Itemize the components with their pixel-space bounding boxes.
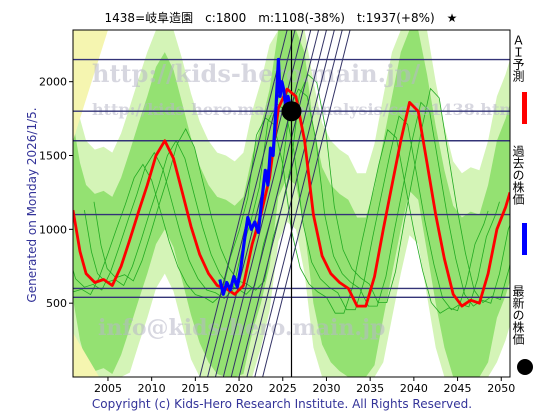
trend-line-0 xyxy=(199,30,288,377)
trend-line-3 xyxy=(222,30,312,377)
y-tick-label: 1000 xyxy=(39,223,67,236)
model-line-0 xyxy=(73,117,489,314)
latest-price-marker xyxy=(281,101,302,122)
trend-line-8 xyxy=(262,30,351,377)
legend-latest-dot xyxy=(517,359,533,375)
x-tick-label: 2045 xyxy=(444,382,472,395)
legend-past-label: 過去の株価 xyxy=(511,145,525,205)
y-tick-label: 500 xyxy=(46,297,67,310)
plot-area: http://kids-hero.main.jp/ http://kids-he… xyxy=(73,30,516,377)
model-line-1 xyxy=(73,102,500,311)
x-tick-label: 2010 xyxy=(138,382,166,395)
x-tick-label: 2050 xyxy=(487,382,515,395)
x-tick-label: 2005 xyxy=(94,382,122,395)
trend-line-6 xyxy=(246,30,335,377)
legend: ＡＩ予測 過去の株価 最新の株価 xyxy=(511,34,533,375)
x-axis: 2005 2010 2015 2020 2025 2030 2035 2040 2045 2050 xyxy=(94,377,515,395)
x-tick-label: 2030 xyxy=(312,382,340,395)
x-tick-label: 2035 xyxy=(356,382,384,395)
plot-frame xyxy=(72,29,511,378)
band-wedge-left xyxy=(73,30,108,141)
series-layer xyxy=(73,57,510,308)
trend-line-7 xyxy=(254,30,343,377)
band-wedge-bottom xyxy=(73,332,100,377)
generated-date: Generated on Monday 2026/1/5. xyxy=(25,107,39,302)
legend-ai-swatch xyxy=(522,92,527,124)
legend-ai-label: ＡＩ予測 xyxy=(511,34,525,83)
copyright: Copyright (c) Kids-Hero Research Institu… xyxy=(92,397,472,411)
y-tick-label: 1500 xyxy=(39,150,67,163)
legend-past-swatch xyxy=(522,223,527,255)
trend-line-4 xyxy=(230,30,320,377)
trend-line-2 xyxy=(214,30,304,377)
x-tick-label: 2020 xyxy=(225,382,253,395)
chart-title: 1438=岐阜造園 c:1800 m:1108(-38%) t:1937(+8%… xyxy=(105,11,458,25)
latest-layer xyxy=(281,101,302,122)
x-tick-label: 2015 xyxy=(181,382,209,395)
model-line-3 xyxy=(93,74,510,304)
watermark-analysis-url: http://kids-hero.main.jp/analysis/code14… xyxy=(92,100,516,119)
watermark-url: http://kids-hero.main.jp/ xyxy=(92,59,420,88)
legend-latest-label: 最新の株価 xyxy=(511,285,525,345)
band-1 xyxy=(73,30,510,377)
y-tick-label: 2000 xyxy=(39,76,67,89)
y-axis: 500 1000 1500 2000 xyxy=(39,76,73,310)
trend-line-5 xyxy=(238,30,327,377)
x-tick-label: 2040 xyxy=(400,382,428,395)
series-ai-line xyxy=(73,87,510,308)
series-past-line xyxy=(218,57,294,296)
x-tick-label: 2025 xyxy=(269,382,297,395)
